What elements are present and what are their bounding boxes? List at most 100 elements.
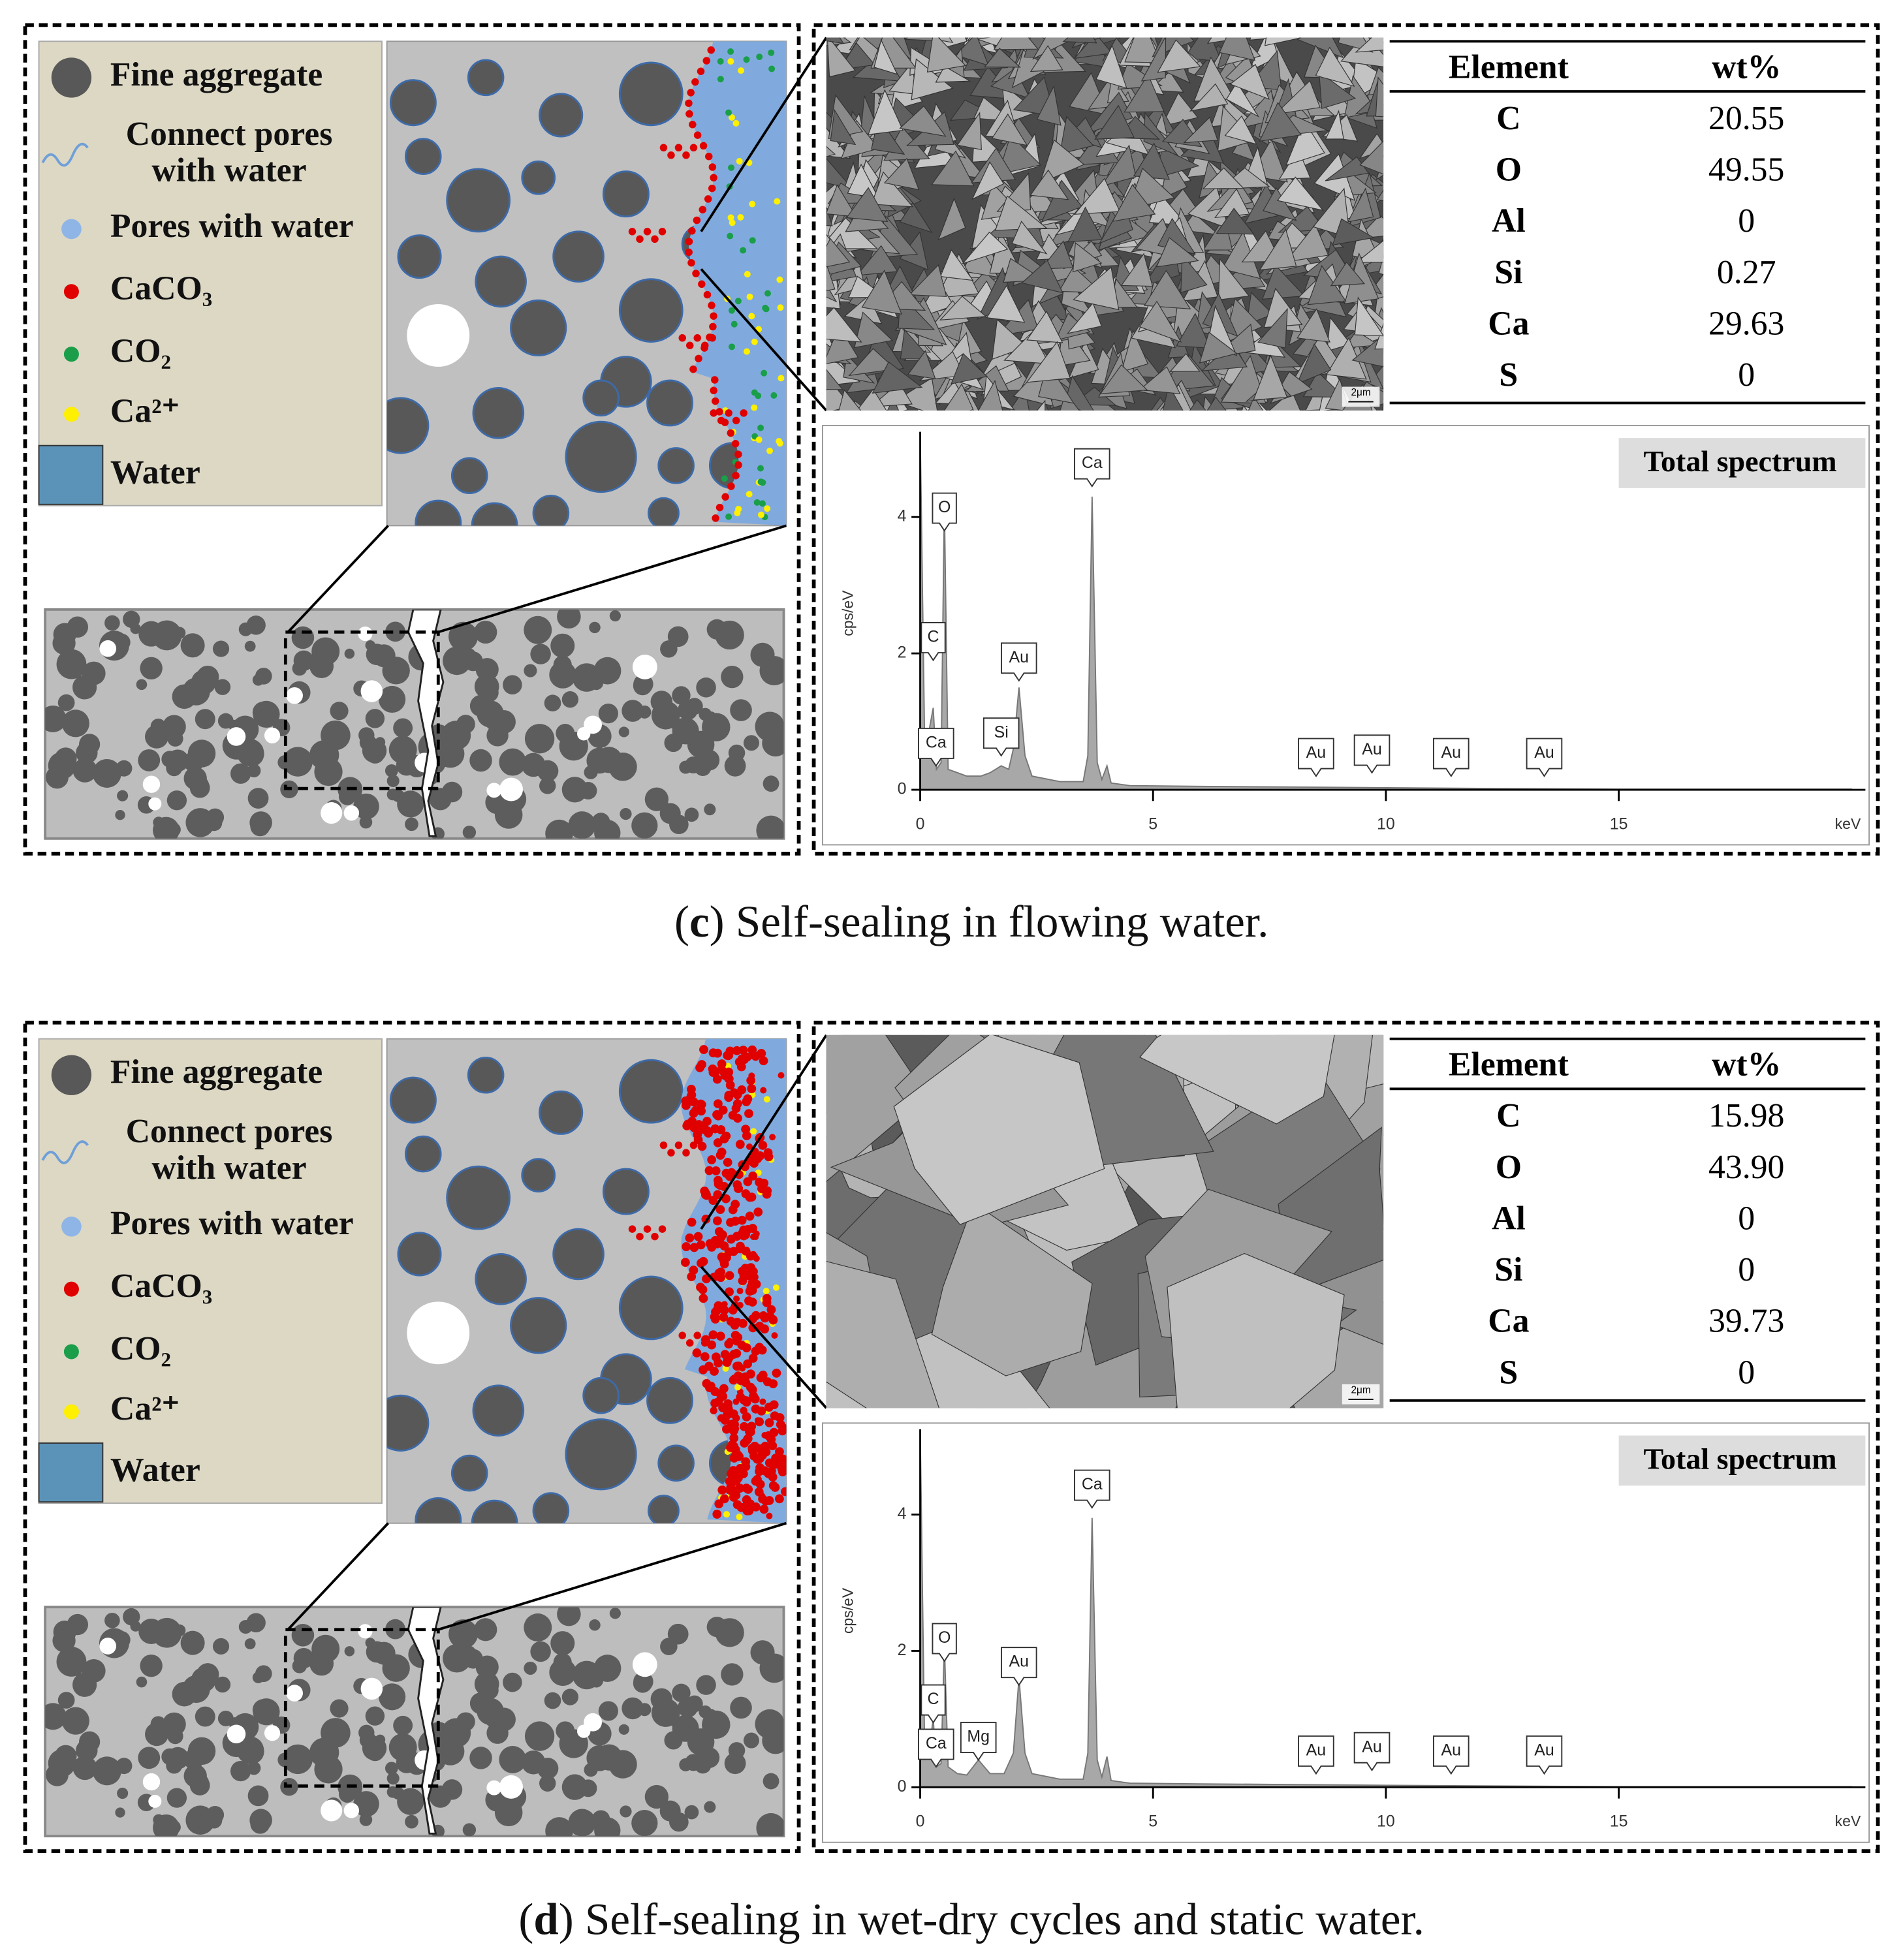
particle: [743, 1732, 759, 1749]
co2: [753, 499, 761, 506]
caco3: [745, 1286, 755, 1296]
aggregate: [471, 502, 518, 526]
particle: [358, 1624, 373, 1639]
particle: [195, 709, 215, 730]
x-tick-label: 5: [1148, 1812, 1157, 1831]
aggregate: [415, 499, 462, 526]
particle: [474, 1618, 497, 1641]
particle: [206, 1805, 225, 1824]
particle: [550, 633, 575, 658]
aggregate: [415, 1497, 462, 1523]
sem-grain: [1206, 396, 1227, 411]
connector: [287, 525, 389, 633]
caco3: [764, 1418, 774, 1427]
caco3: [693, 1331, 701, 1339]
ca-ion: [738, 67, 745, 74]
caco3: [712, 1239, 722, 1249]
sem-grain: [1351, 334, 1384, 367]
particle: [621, 1697, 644, 1720]
particle: [142, 1773, 161, 1791]
caco3: [678, 334, 686, 342]
co2: [729, 343, 735, 350]
particle: [469, 749, 492, 772]
peak-label: Au: [1441, 743, 1461, 762]
sem-grain: [1095, 44, 1127, 89]
caco3: [692, 1348, 702, 1358]
caco3: [723, 1356, 732, 1365]
caco3: [695, 354, 702, 363]
particle: [246, 615, 266, 635]
particle: [685, 1695, 703, 1713]
caco3: [694, 1121, 704, 1131]
peak-marker: [1000, 1647, 1037, 1687]
caco3: [751, 1502, 761, 1512]
particle: [183, 751, 204, 772]
particle: [644, 787, 669, 811]
chart-title: Total spectrum: [1644, 1442, 1837, 1475]
particle: [448, 621, 479, 651]
particle: [456, 715, 475, 734]
caco3: [766, 1512, 773, 1519]
spectrum: [919, 1429, 1853, 1788]
sem-grain: [1100, 144, 1137, 187]
sem-grain: [943, 383, 974, 411]
table-cell: 43.90: [1708, 1149, 1784, 1186]
sem-grain: [1041, 179, 1083, 223]
particle: [162, 1712, 186, 1736]
aggregate: [648, 497, 680, 526]
aggregate: [539, 1090, 584, 1135]
sem-grain: [1156, 237, 1199, 268]
sem-grain: [826, 37, 857, 78]
caco3: [689, 1108, 699, 1118]
connector: [437, 1521, 787, 1631]
particle: [117, 790, 129, 801]
caco3: [710, 1398, 720, 1408]
particle: [45, 705, 67, 732]
sem-grain: [1183, 116, 1218, 144]
caco3: [741, 1125, 751, 1134]
particle: [183, 1749, 204, 1770]
caco3: [778, 1072, 785, 1079]
caco3: [701, 1189, 711, 1198]
connector: [700, 1034, 828, 1230]
table-cell: 0: [1738, 1200, 1755, 1237]
caco3: [651, 1232, 659, 1241]
particle: [142, 775, 161, 793]
caco3: [709, 322, 717, 331]
particle: [539, 1775, 556, 1792]
caco3: [710, 1407, 717, 1414]
x-axis-label: keV: [1835, 815, 1861, 832]
aggregate: [472, 1384, 525, 1437]
caco3: [713, 1099, 723, 1109]
aggregate: [475, 255, 527, 308]
caco3: [739, 1231, 749, 1241]
caco3: [719, 1494, 729, 1504]
particle: [667, 626, 689, 647]
caco3: [768, 1441, 778, 1450]
caco3: [685, 1233, 695, 1243]
particle: [319, 1766, 330, 1778]
particle: [684, 807, 699, 822]
ca-ion: [732, 119, 740, 127]
caco3: [732, 1361, 742, 1371]
particle: [330, 702, 349, 721]
table-header: Element: [1449, 48, 1569, 86]
caco3: [704, 1166, 714, 1175]
table-cell: 0: [1738, 202, 1755, 240]
particle: [166, 790, 187, 811]
sem-grain: [857, 388, 887, 411]
caco3: [763, 1148, 773, 1158]
co2: [728, 164, 735, 171]
sem-grain: [939, 296, 987, 321]
particle: [590, 1747, 601, 1758]
particle: [545, 1817, 573, 1837]
sem-grain: [1375, 76, 1384, 117]
particle: [397, 1788, 424, 1815]
caco3: [685, 1339, 694, 1347]
particle: [311, 637, 340, 666]
sem-grain: [1124, 74, 1165, 113]
chart-title: Total spectrum: [1644, 444, 1837, 478]
sem-grain: [984, 48, 1021, 68]
sem-grain: [1094, 104, 1135, 140]
sem-grain: [956, 112, 982, 151]
